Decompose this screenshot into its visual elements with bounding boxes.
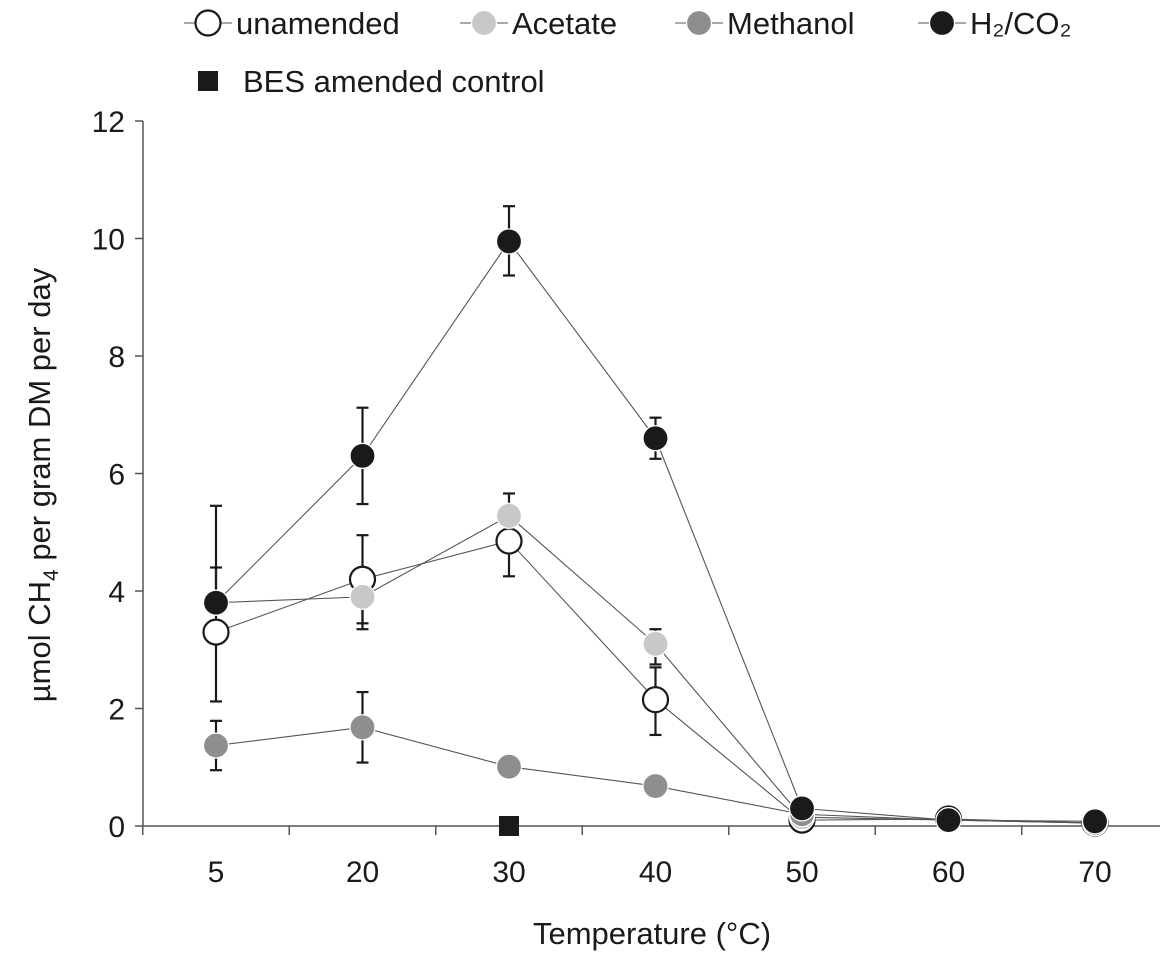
legend-marker xyxy=(194,9,222,37)
data-point-1-2 xyxy=(495,502,523,529)
axes xyxy=(142,121,1160,827)
legend-label: BES amended control xyxy=(243,64,545,99)
y-ticks: 0 2 4 6 8 10 12 xyxy=(92,106,143,844)
y-tick-label: 6 xyxy=(108,459,125,492)
data-point-0-2 xyxy=(495,527,523,555)
data-point-1-1 xyxy=(349,583,376,610)
y-axis-title-rest: per gram DM per day xyxy=(22,267,57,569)
data-point-2-1 xyxy=(349,714,376,741)
legend-item-1: Acetate xyxy=(460,6,617,41)
legend-marker xyxy=(928,9,956,37)
data-point-3-6 xyxy=(1081,808,1109,835)
legend-item-control: BES amended control xyxy=(198,64,545,99)
legend-label: unamended xyxy=(236,6,400,41)
plot-area xyxy=(202,205,1109,837)
x-ticks: 5 20 30 40 50 60 70 xyxy=(142,826,1112,889)
legend: unamended Acetate Methanol H₂/CO₂ BES amende… xyxy=(184,6,1072,99)
data-point-3-3 xyxy=(642,425,669,452)
data-point-3-4 xyxy=(788,795,816,822)
data-point-3-5 xyxy=(935,807,962,834)
legend-label: Methanol xyxy=(727,6,855,41)
x-tick-label: 5 xyxy=(208,856,225,889)
y-tick-label: 2 xyxy=(108,694,125,727)
legend-label: H₂/CO₂ xyxy=(970,6,1072,41)
y-tick-label: 4 xyxy=(108,576,125,609)
data-point-2-0 xyxy=(202,732,230,759)
control-point xyxy=(499,816,519,836)
legend-marker xyxy=(685,9,713,37)
data-point-2-2 xyxy=(495,753,523,780)
legend-item-3: H₂/CO₂ xyxy=(918,6,1072,41)
y-tick-label: 12 xyxy=(92,106,125,139)
y-tick-label: 10 xyxy=(92,224,125,257)
x-axis-title: Temperature (°C) xyxy=(533,916,771,951)
data-point-3-1 xyxy=(349,442,376,469)
legend-marker xyxy=(198,71,218,91)
x-tick-label: 60 xyxy=(932,856,965,889)
x-tick-label: 30 xyxy=(492,856,525,889)
x-tick-label: 40 xyxy=(639,856,672,889)
data-point-3-2 xyxy=(495,228,523,255)
error-bar xyxy=(210,504,222,603)
legend-marker xyxy=(470,9,498,37)
data-point-0-0 xyxy=(202,618,230,646)
x-tick-label: 50 xyxy=(785,856,818,889)
legend-item-0: unamended xyxy=(184,6,400,41)
x-tick-label: 20 xyxy=(346,856,379,889)
x-tick-label: 70 xyxy=(1078,856,1111,889)
y-axis-title-subscript: 4 xyxy=(40,569,63,581)
data-point-2-3 xyxy=(642,772,669,800)
y-tick-label: 8 xyxy=(108,341,125,374)
legend-label: Acetate xyxy=(512,6,617,41)
data-point-1-3 xyxy=(642,630,669,657)
legend-item-2: Methanol xyxy=(675,6,855,41)
y-axis-title-main: µmol CH xyxy=(22,581,57,702)
data-point-3-0 xyxy=(202,589,230,616)
y-tick-label: 0 xyxy=(108,811,125,844)
y-axis-title: µmol CH4 per gram DM per day xyxy=(22,267,63,702)
data-point-0-3 xyxy=(641,686,670,714)
